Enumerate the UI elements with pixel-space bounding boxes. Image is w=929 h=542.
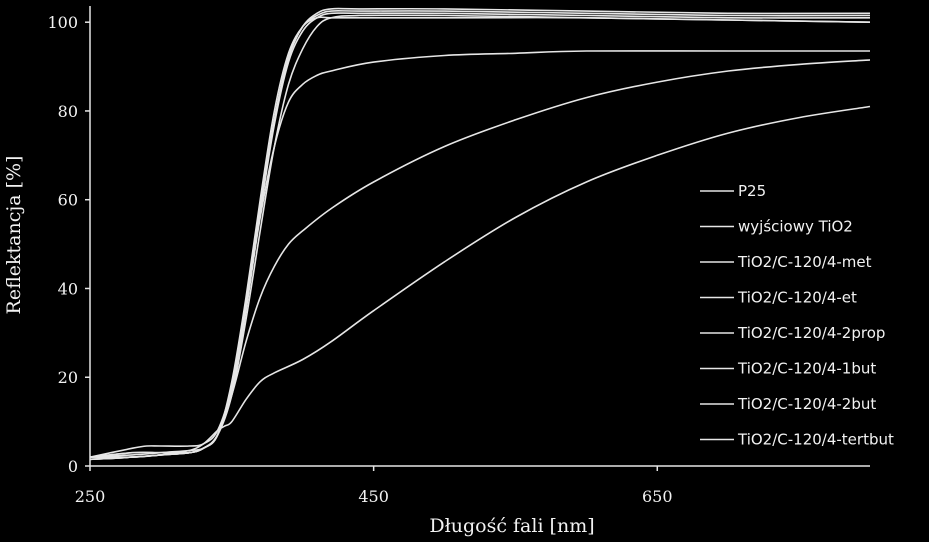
legend-label: P25 <box>738 182 766 200</box>
y-axis-title: Reflektancja [%] <box>3 156 25 315</box>
legend-item: P25 <box>700 182 766 200</box>
legend-label: TiO2/C-120/4-1but <box>737 360 876 378</box>
axes <box>89 6 870 467</box>
plot-lines <box>89 7 871 461</box>
legend-item: TiO2/C-120/4-2prop <box>700 324 885 342</box>
y-tick-label: 0 <box>68 457 78 476</box>
y-ticks: 0 20 40 60 80 100 <box>47 13 90 476</box>
legend: P25 wyjściowy TiO2 TiO2/C-120/4-met TiO2/C-… <box>700 182 894 449</box>
legend-item: TiO2/C-120/4-tertbut <box>700 431 894 449</box>
series-line-7 <box>89 59 871 458</box>
series-line-8 <box>89 105 871 461</box>
series-line-5 <box>89 14 871 461</box>
legend-label: wyjściowy TiO2 <box>738 218 853 236</box>
legend-item: TiO2/C-120/4-2but <box>700 395 876 413</box>
legend-label: TiO2/C-120/4-2prop <box>737 324 885 342</box>
y-tick-label: 100 <box>47 13 78 32</box>
legend-label: TiO2/C-120/4-2but <box>737 395 876 413</box>
legend-item: TiO2/C-120/4-1but <box>700 360 876 378</box>
y-tick-label: 40 <box>58 279 78 298</box>
y-tick-label: 20 <box>58 368 78 387</box>
legend-item: wyjściowy TiO2 <box>700 218 853 236</box>
legend-label: TiO2/C-120/4-met <box>737 253 872 271</box>
series-line-3 <box>89 12 871 461</box>
series-line-6 <box>89 50 870 458</box>
x-tick-label: 250 <box>75 487 106 506</box>
legend-item: TiO2/C-120/4-met <box>700 253 872 271</box>
y-tick-label: 80 <box>58 102 78 121</box>
x-axis-title: Długość fali [nm] <box>429 515 594 537</box>
legend-item: TiO2/C-120/4-et <box>700 289 857 307</box>
series-line-2 <box>89 16 871 458</box>
x-ticks: 250 450 650 <box>75 466 673 506</box>
y-tick-label: 60 <box>58 191 78 210</box>
legend-label: TiO2/C-120/4-tertbut <box>737 431 894 449</box>
x-tick-label: 450 <box>358 487 389 506</box>
x-tick-label: 650 <box>642 487 673 506</box>
legend-label: TiO2/C-120/4-et <box>737 289 857 307</box>
